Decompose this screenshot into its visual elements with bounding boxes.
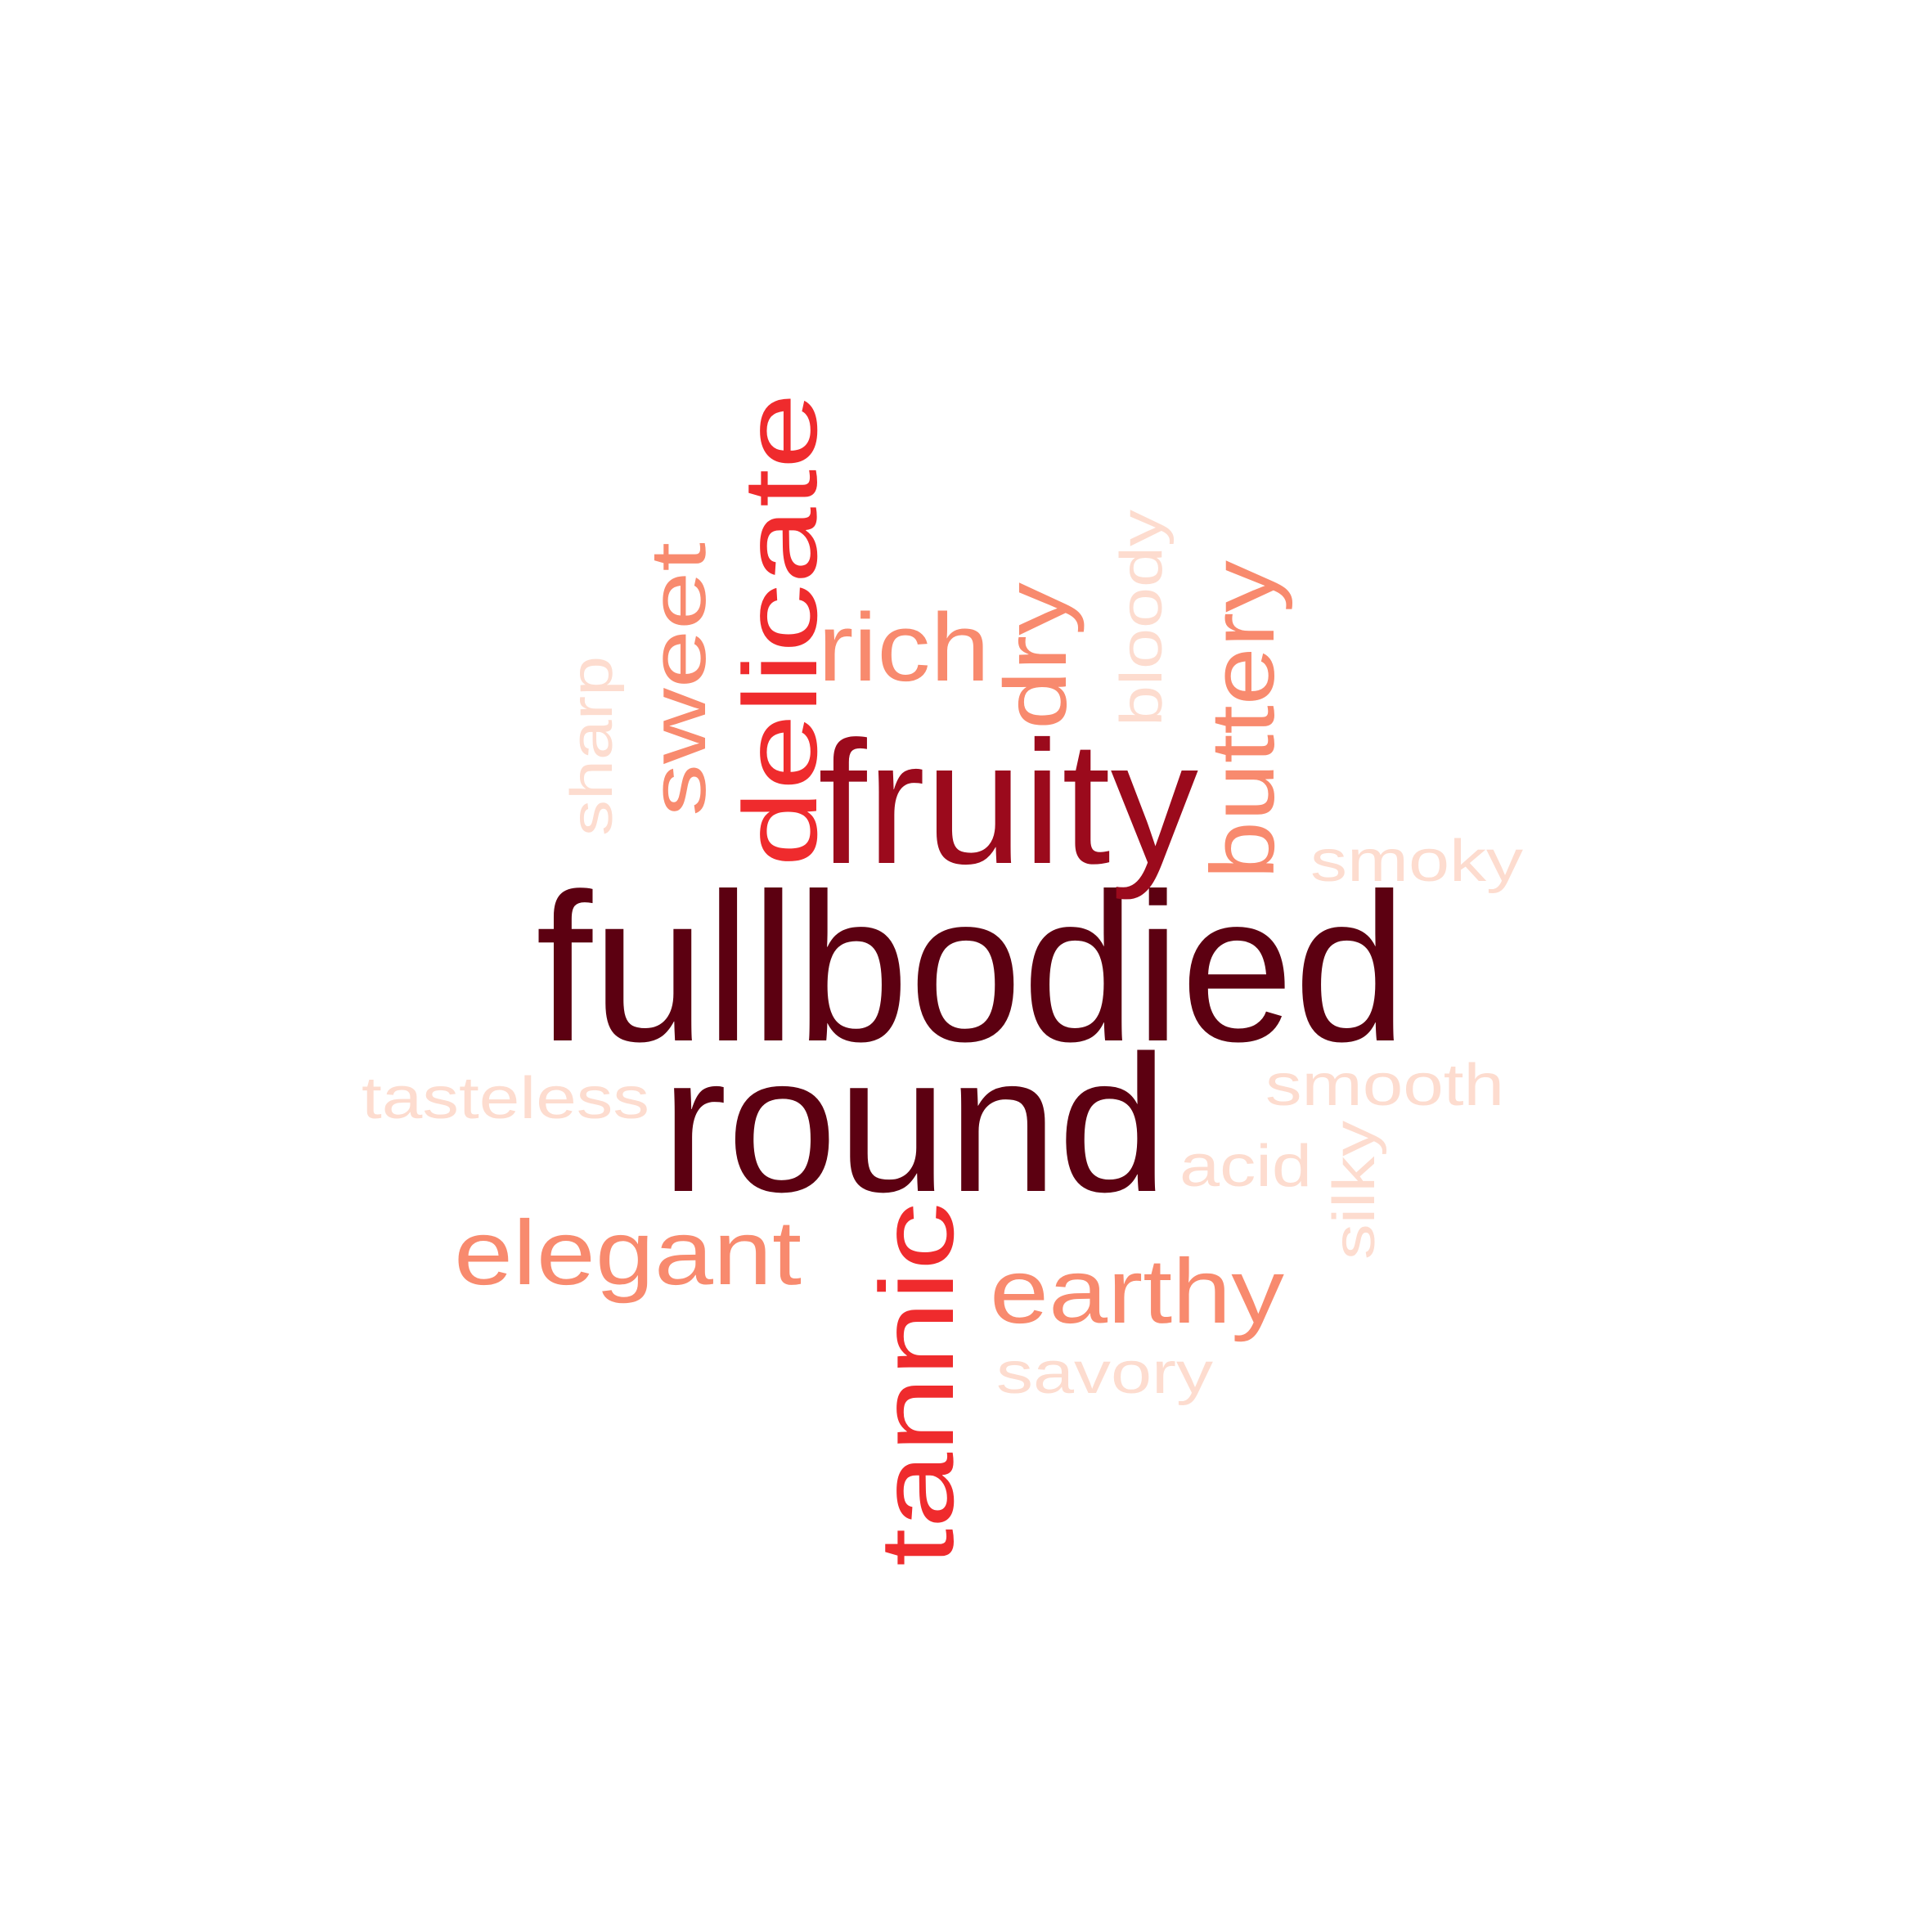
word-fullbodied: fullbodied [536, 849, 1407, 1085]
word-savory: savory [996, 1341, 1213, 1406]
word-earthy: earthy [990, 1240, 1284, 1342]
word-rich: rich [818, 594, 990, 702]
word-bloody: bloody [1109, 510, 1175, 726]
word-smooth: smooth [1265, 1053, 1504, 1118]
word-tannic: tannic [859, 1202, 976, 1566]
word-fruity: fruity [818, 705, 1198, 901]
word-silky: silky [1322, 1121, 1387, 1260]
word-sharp: sharp [559, 656, 625, 836]
word-acid: acid [1179, 1134, 1312, 1199]
word-delicate: delicate [722, 393, 839, 867]
word-buttery: buttery [1193, 560, 1293, 879]
word-dry: dry [986, 582, 1085, 730]
word-elegant: elegant [454, 1202, 802, 1304]
word-tasteless: tasteless [362, 1066, 649, 1131]
word-round: round [661, 1016, 1168, 1233]
word-sweet: sweet [635, 542, 722, 816]
word-smoky: smoky [1310, 829, 1523, 894]
